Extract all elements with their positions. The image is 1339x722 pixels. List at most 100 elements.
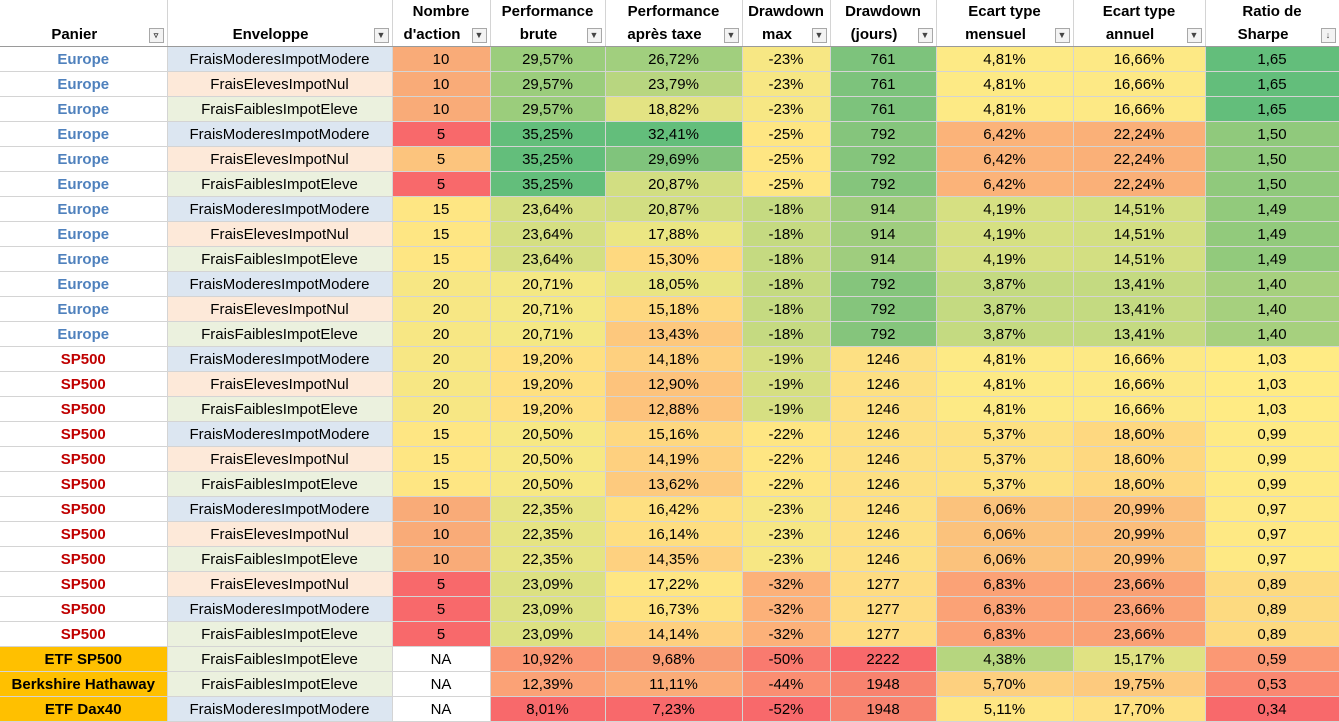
ecart-type-annuel-cell[interactable]: 23,66%	[1073, 596, 1206, 622]
panier-cell[interactable]: Europe	[0, 71, 168, 97]
enveloppe-cell[interactable]: FraisModeresImpotModere	[167, 46, 393, 72]
ecart-type-mensuel-cell[interactable]: 5,37%	[936, 421, 1074, 447]
table-row[interactable]: Europe FraisElevesImpotNul 5 35,25% 29,69% -2…	[0, 146, 1339, 172]
drawdown-max-cell[interactable]: -23%	[742, 521, 831, 547]
drawdown-jours-cell[interactable]: 1277	[830, 596, 937, 622]
drawdown-max-cell[interactable]: -25%	[742, 121, 831, 147]
performance-brute-cell[interactable]: 19,20%	[490, 346, 606, 372]
filter-dropdown-icon[interactable]: ▼	[1054, 28, 1070, 43]
drawdown-jours-cell[interactable]: 1246	[830, 546, 937, 572]
ecart-type-mensuel-cell[interactable]: 5,37%	[936, 446, 1074, 472]
enveloppe-cell[interactable]: FraisFaiblesImpotEleve	[167, 471, 393, 497]
performance-brute-cell[interactable]: 23,09%	[490, 621, 606, 647]
enveloppe-cell[interactable]: FraisElevesImpotNul	[167, 446, 393, 472]
drawdown-jours-cell[interactable]: 1246	[830, 396, 937, 422]
panier-cell[interactable]: Europe	[0, 171, 168, 197]
ratio-sharpe-cell[interactable]: 0,99	[1205, 446, 1339, 472]
ecart-type-annuel-cell[interactable]: 16,66%	[1073, 96, 1206, 122]
ratio-sharpe-cell[interactable]: 1,40	[1205, 296, 1339, 322]
table-row[interactable]: SP500 FraisModeresImpotModere 10 22,35% 16,4…	[0, 496, 1339, 522]
performance-brute-cell[interactable]: 8,01%	[490, 696, 606, 722]
enveloppe-cell[interactable]: FraisElevesImpotNul	[167, 521, 393, 547]
enveloppe-cell[interactable]: FraisModeresImpotModere	[167, 121, 393, 147]
ecart-type-annuel-cell[interactable]: 14,51%	[1073, 196, 1206, 222]
enveloppe-cell[interactable]: FraisFaiblesImpotEleve	[167, 96, 393, 122]
nombre-action-cell[interactable]: 10	[392, 46, 491, 72]
nombre-action-cell[interactable]: NA	[392, 671, 491, 697]
nombre-action-cell[interactable]: 15	[392, 196, 491, 222]
table-row[interactable]: Europe FraisModeresImpotModere 20 20,71% 18,…	[0, 271, 1339, 297]
ecart-type-annuel-cell[interactable]: 22,24%	[1073, 146, 1206, 172]
performance-brute-cell[interactable]: 29,57%	[490, 71, 606, 97]
ecart-type-annuel-cell[interactable]: 16,66%	[1073, 371, 1206, 397]
performance-brute-cell[interactable]: 10,92%	[490, 646, 606, 672]
drawdown-max-cell[interactable]: -22%	[742, 446, 831, 472]
panier-cell[interactable]: Europe	[0, 146, 168, 172]
ecart-type-annuel-cell[interactable]: 23,66%	[1073, 621, 1206, 647]
performance-brute-cell[interactable]: 19,20%	[490, 371, 606, 397]
drawdown-jours-cell[interactable]: 761	[830, 46, 937, 72]
sort-descending-icon[interactable]: ↓	[1320, 28, 1336, 43]
nombre-action-cell[interactable]: 10	[392, 96, 491, 122]
ratio-sharpe-cell[interactable]: 0,89	[1205, 596, 1339, 622]
nombre-action-cell[interactable]: NA	[392, 696, 491, 722]
table-row[interactable]: SP500 FraisModeresImpotModere 15 20,50% 15,1…	[0, 421, 1339, 447]
table-row[interactable]: Europe FraisFaiblesImpotEleve 20 20,71% 13,4…	[0, 321, 1339, 347]
panier-cell[interactable]: Europe	[0, 296, 168, 322]
ecart-type-annuel-cell[interactable]: 14,51%	[1073, 246, 1206, 272]
drawdown-jours-cell[interactable]: 2222	[830, 646, 937, 672]
performance-apres-taxe-cell[interactable]: 13,43%	[605, 321, 743, 347]
panier-cell[interactable]: SP500	[0, 521, 168, 547]
performance-apres-taxe-cell[interactable]: 32,41%	[605, 121, 743, 147]
ecart-type-mensuel-cell[interactable]: 5,37%	[936, 471, 1074, 497]
panier-cell[interactable]: Europe	[0, 46, 168, 72]
nombre-action-cell[interactable]: 5	[392, 146, 491, 172]
panier-cell[interactable]: SP500	[0, 396, 168, 422]
drawdown-max-cell[interactable]: -23%	[742, 46, 831, 72]
nombre-action-cell[interactable]: 5	[392, 621, 491, 647]
nombre-action-cell[interactable]: 5	[392, 571, 491, 597]
ecart-type-annuel-cell[interactable]: 13,41%	[1073, 321, 1206, 347]
enveloppe-cell[interactable]: FraisFaiblesImpotEleve	[167, 621, 393, 647]
ecart-type-mensuel-cell[interactable]: 5,11%	[936, 696, 1074, 722]
filter-dropdown-icon[interactable]: ▼	[1186, 28, 1202, 43]
drawdown-jours-cell[interactable]: 914	[830, 196, 937, 222]
nombre-action-cell[interactable]: 15	[392, 471, 491, 497]
ratio-sharpe-cell[interactable]: 1,03	[1205, 396, 1339, 422]
filter-dropdown-icon[interactable]: ▼	[471, 28, 487, 43]
drawdown-max-cell[interactable]: -18%	[742, 296, 831, 322]
drawdown-jours-cell[interactable]: 1246	[830, 446, 937, 472]
panier-cell[interactable]: SP500	[0, 621, 168, 647]
ecart-type-annuel-cell[interactable]: 18,60%	[1073, 446, 1206, 472]
drawdown-max-cell[interactable]: -52%	[742, 696, 831, 722]
drawdown-jours-cell[interactable]: 1277	[830, 571, 937, 597]
enveloppe-cell[interactable]: FraisElevesImpotNul	[167, 221, 393, 247]
ecart-type-annuel-cell[interactable]: 15,17%	[1073, 646, 1206, 672]
drawdown-jours-cell[interactable]: 1948	[830, 671, 937, 697]
ecart-type-mensuel-cell[interactable]: 6,83%	[936, 596, 1074, 622]
ecart-type-mensuel-cell[interactable]: 6,06%	[936, 521, 1074, 547]
panier-cell[interactable]: Europe	[0, 96, 168, 122]
panier-cell[interactable]: SP500	[0, 371, 168, 397]
drawdown-max-cell[interactable]: -18%	[742, 221, 831, 247]
panier-cell[interactable]: Europe	[0, 121, 168, 147]
panier-cell[interactable]: Europe	[0, 271, 168, 297]
filter-dropdown-icon[interactable]: ▼	[373, 28, 389, 43]
ecart-type-mensuel-cell[interactable]: 4,19%	[936, 196, 1074, 222]
table-row[interactable]: SP500 FraisFaiblesImpotEleve 5 23,09% 14,14%…	[0, 621, 1339, 647]
performance-brute-cell[interactable]: 22,35%	[490, 546, 606, 572]
ecart-type-mensuel-cell[interactable]: 6,42%	[936, 121, 1074, 147]
table-row[interactable]: Berkshire Hathaway FraisFaiblesImpotEleve…	[0, 671, 1339, 697]
ratio-sharpe-cell[interactable]: 1,65	[1205, 96, 1339, 122]
enveloppe-cell[interactable]: FraisElevesImpotNul	[167, 71, 393, 97]
ratio-sharpe-cell[interactable]: 0,59	[1205, 646, 1339, 672]
drawdown-jours-cell[interactable]: 792	[830, 171, 937, 197]
ratio-sharpe-cell[interactable]: 1,65	[1205, 71, 1339, 97]
drawdown-max-cell[interactable]: -19%	[742, 371, 831, 397]
performance-brute-cell[interactable]: 29,57%	[490, 46, 606, 72]
enveloppe-cell[interactable]: FraisElevesImpotNul	[167, 371, 393, 397]
drawdown-jours-cell[interactable]: 1948	[830, 696, 937, 722]
nombre-action-cell[interactable]: 20	[392, 346, 491, 372]
performance-apres-taxe-cell[interactable]: 16,73%	[605, 596, 743, 622]
performance-apres-taxe-cell[interactable]: 14,14%	[605, 621, 743, 647]
